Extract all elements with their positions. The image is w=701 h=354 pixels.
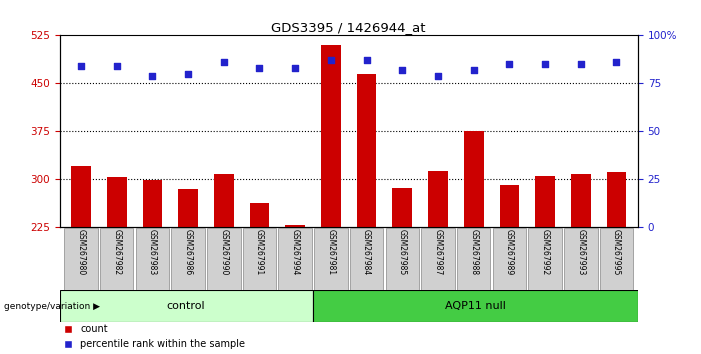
Point bbox=[76, 63, 87, 69]
FancyBboxPatch shape bbox=[350, 228, 383, 291]
Text: GSM267993: GSM267993 bbox=[576, 229, 585, 275]
FancyBboxPatch shape bbox=[529, 228, 562, 291]
Title: GDS3395 / 1426944_at: GDS3395 / 1426944_at bbox=[271, 21, 426, 34]
Bar bbox=[72, 166, 91, 227]
Bar bbox=[285, 225, 305, 227]
FancyBboxPatch shape bbox=[100, 228, 133, 291]
Point bbox=[611, 59, 622, 65]
Text: GSM267995: GSM267995 bbox=[612, 229, 621, 275]
FancyBboxPatch shape bbox=[457, 228, 491, 291]
Text: GSM267983: GSM267983 bbox=[148, 229, 157, 275]
FancyBboxPatch shape bbox=[421, 228, 455, 291]
Text: AQP11 null: AQP11 null bbox=[445, 301, 505, 311]
Point bbox=[540, 61, 551, 67]
Point bbox=[111, 63, 122, 69]
FancyBboxPatch shape bbox=[564, 228, 597, 291]
Point bbox=[218, 59, 229, 65]
Point bbox=[361, 57, 372, 63]
FancyBboxPatch shape bbox=[493, 228, 526, 291]
Point bbox=[433, 73, 444, 78]
Text: GSM267988: GSM267988 bbox=[469, 229, 478, 275]
FancyBboxPatch shape bbox=[278, 228, 312, 291]
FancyBboxPatch shape bbox=[386, 228, 419, 291]
Point bbox=[290, 65, 301, 71]
Point bbox=[182, 71, 193, 76]
Bar bbox=[214, 174, 233, 227]
Bar bbox=[536, 176, 555, 227]
Text: GSM267985: GSM267985 bbox=[397, 229, 407, 275]
Bar bbox=[321, 45, 341, 227]
Text: GSM267981: GSM267981 bbox=[327, 229, 335, 275]
Point bbox=[468, 67, 479, 73]
Bar bbox=[571, 174, 591, 227]
Point bbox=[147, 73, 158, 78]
Text: control: control bbox=[167, 301, 205, 311]
FancyBboxPatch shape bbox=[171, 228, 205, 291]
FancyBboxPatch shape bbox=[207, 228, 240, 291]
Bar bbox=[464, 131, 484, 227]
Text: GSM267982: GSM267982 bbox=[112, 229, 121, 275]
FancyBboxPatch shape bbox=[243, 228, 276, 291]
FancyBboxPatch shape bbox=[64, 228, 97, 291]
Text: genotype/variation ▶: genotype/variation ▶ bbox=[4, 302, 100, 311]
Point bbox=[254, 65, 265, 71]
FancyBboxPatch shape bbox=[60, 290, 313, 322]
Text: GSM267992: GSM267992 bbox=[540, 229, 550, 275]
Text: GSM267989: GSM267989 bbox=[505, 229, 514, 275]
Text: GSM267984: GSM267984 bbox=[362, 229, 371, 275]
Bar bbox=[393, 188, 412, 227]
FancyBboxPatch shape bbox=[600, 228, 633, 291]
Text: GSM267987: GSM267987 bbox=[433, 229, 442, 275]
Text: GSM267980: GSM267980 bbox=[76, 229, 86, 275]
Bar bbox=[357, 74, 376, 227]
Text: GSM267991: GSM267991 bbox=[255, 229, 264, 275]
Text: GSM267990: GSM267990 bbox=[219, 229, 229, 275]
Point bbox=[576, 61, 587, 67]
Point bbox=[397, 67, 408, 73]
Bar bbox=[250, 203, 269, 227]
Bar bbox=[428, 171, 448, 227]
FancyBboxPatch shape bbox=[314, 228, 348, 291]
Text: GSM267994: GSM267994 bbox=[291, 229, 300, 275]
Point bbox=[325, 57, 336, 63]
FancyBboxPatch shape bbox=[135, 228, 169, 291]
Bar bbox=[107, 177, 126, 227]
Bar bbox=[500, 185, 519, 227]
FancyBboxPatch shape bbox=[313, 290, 638, 322]
Bar bbox=[178, 189, 198, 227]
Legend: count, percentile rank within the sample: count, percentile rank within the sample bbox=[64, 324, 245, 349]
Bar bbox=[606, 172, 626, 227]
Point bbox=[504, 61, 515, 67]
Text: GSM267986: GSM267986 bbox=[184, 229, 193, 275]
Bar bbox=[142, 180, 162, 227]
